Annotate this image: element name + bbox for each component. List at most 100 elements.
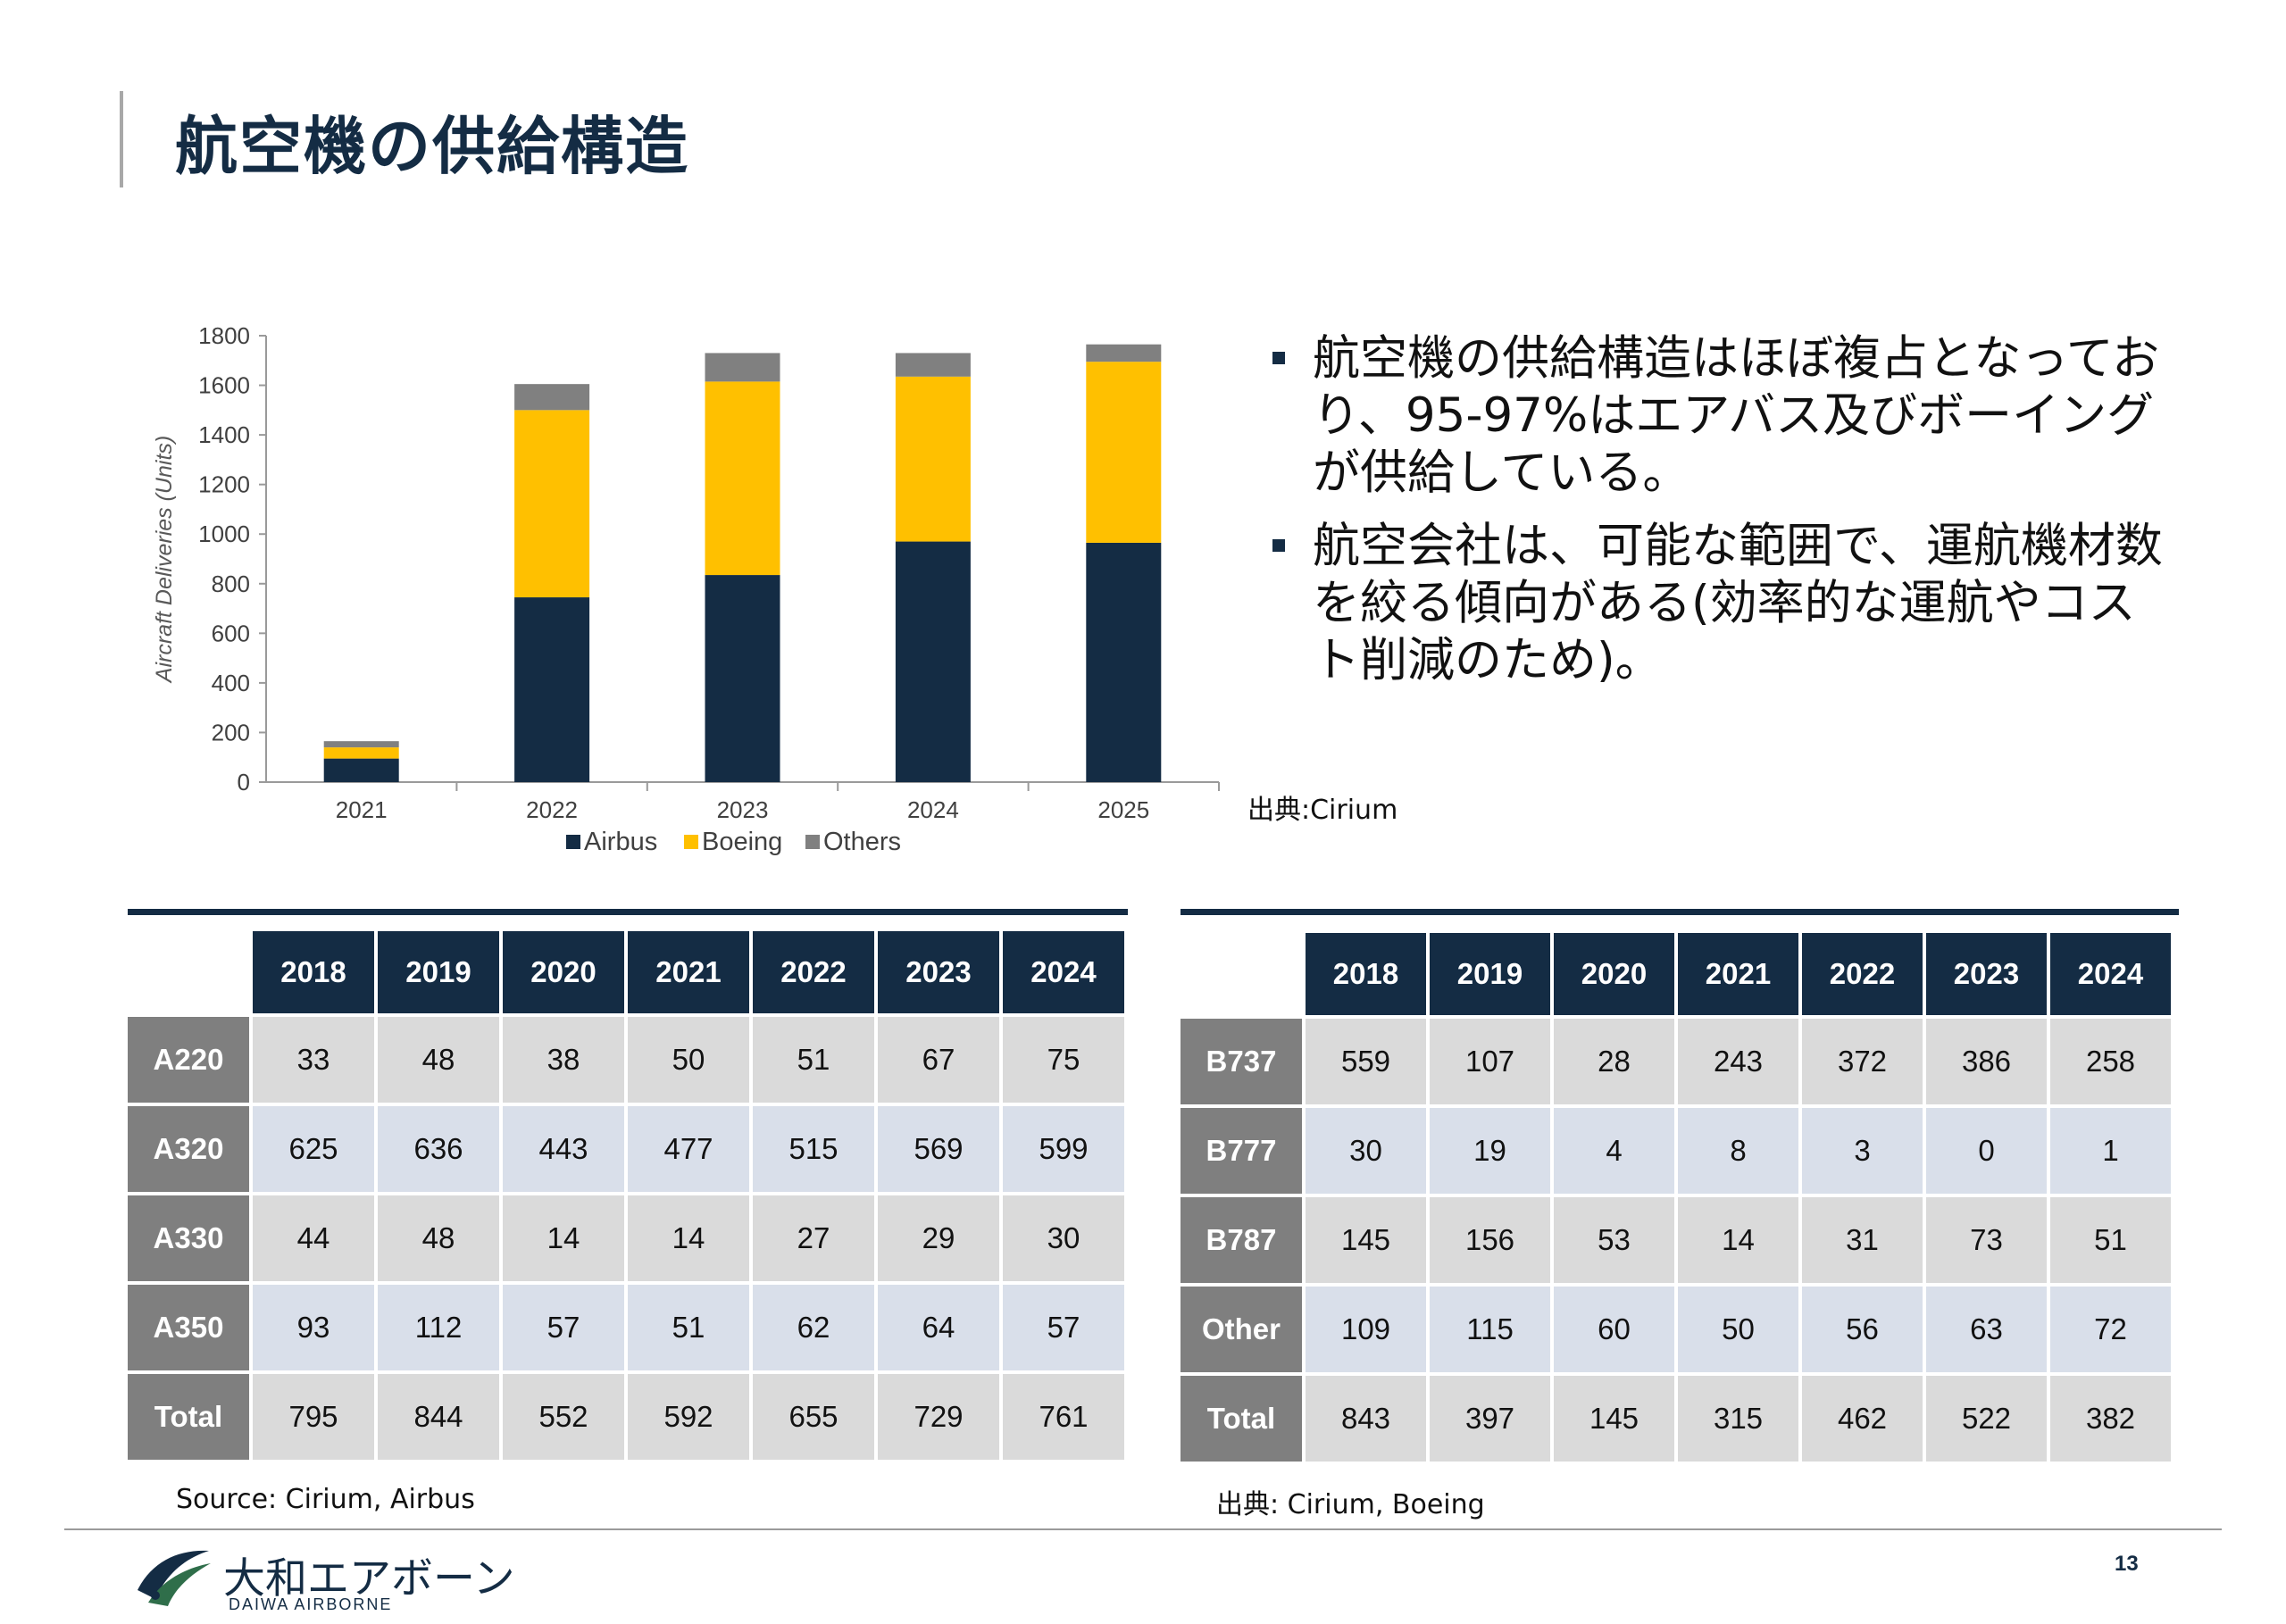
table-cell: 382 bbox=[2050, 1376, 2171, 1462]
table-corner bbox=[1181, 933, 1302, 1015]
table-cell: 73 bbox=[1926, 1197, 2047, 1283]
bar-others-2024 bbox=[895, 353, 971, 377]
bullet-item: 航空会社は、可能な範囲で、運航機材数を絞る傾向がある(効率的な運航やコスト削減の… bbox=[1272, 518, 2165, 689]
bar-others-2025 bbox=[1086, 344, 1162, 362]
row-label: A220 bbox=[128, 1017, 249, 1103]
bullet-text: 航空機の供給構造はほぼ複占となっており、95-97%はエアバス及びボーイングが供… bbox=[1313, 331, 2160, 500]
table-cell: 3 bbox=[1802, 1108, 1923, 1194]
bar-boeing-2021 bbox=[323, 747, 399, 759]
table-cell: 109 bbox=[1306, 1287, 1426, 1372]
table-cell: 515 bbox=[753, 1106, 874, 1192]
y-tick-label: 1400 bbox=[198, 421, 250, 448]
table-cell: 599 bbox=[1003, 1106, 1124, 1192]
row-label: A320 bbox=[128, 1106, 249, 1192]
bullet-list: 航空機の供給構造はほぼ複占となっており、95-97%はエアバス及びボーイングが供… bbox=[1272, 330, 2165, 705]
table-cell: 636 bbox=[378, 1106, 499, 1192]
y-tick-label: 1600 bbox=[198, 372, 250, 399]
airbus-table-rule bbox=[128, 909, 1128, 915]
table-cell: 243 bbox=[1678, 1019, 1798, 1104]
table-cell: 30 bbox=[1003, 1195, 1124, 1281]
y-tick-label: 0 bbox=[238, 769, 250, 795]
table-cell: 112 bbox=[378, 1285, 499, 1370]
table-cell: 30 bbox=[1306, 1108, 1426, 1194]
row-label: Total bbox=[128, 1374, 249, 1460]
table-cell: 14 bbox=[1678, 1197, 1798, 1283]
y-tick-label: 800 bbox=[212, 570, 250, 597]
y-tick-label: 200 bbox=[212, 719, 250, 745]
table-cell: 761 bbox=[1003, 1374, 1124, 1460]
bar-airbus-2024 bbox=[895, 541, 971, 782]
bar-boeing-2024 bbox=[895, 376, 971, 542]
company-logo: 大和エアボーン DAIWA AIRBORNE bbox=[132, 1540, 515, 1616]
year-header: 2021 bbox=[1678, 933, 1798, 1015]
table-row: B777 30 19 4 8 3 0 1 bbox=[1181, 1108, 2171, 1194]
row-label: B787 bbox=[1181, 1197, 1302, 1283]
table-cell: 75 bbox=[1003, 1017, 1124, 1103]
table-cell: 552 bbox=[503, 1374, 624, 1460]
header-row: 2018 2019 2020 2021 2022 2023 2024 bbox=[1181, 933, 2171, 1015]
year-header: 2018 bbox=[253, 931, 374, 1013]
table-cell: 14 bbox=[628, 1195, 749, 1281]
y-tick-label: 600 bbox=[212, 620, 250, 646]
table-cell: 1 bbox=[2050, 1108, 2171, 1194]
table-cell: 93 bbox=[253, 1285, 374, 1370]
table-cell: 386 bbox=[1926, 1019, 2047, 1104]
table-cell: 592 bbox=[628, 1374, 749, 1460]
table-corner bbox=[128, 931, 249, 1013]
table-cell: 145 bbox=[1306, 1197, 1426, 1283]
table-cell: 315 bbox=[1678, 1376, 1798, 1462]
table-cell: 145 bbox=[1554, 1376, 1674, 1462]
row-label: A330 bbox=[128, 1195, 249, 1281]
table-cell: 559 bbox=[1306, 1019, 1426, 1104]
table-cell: 156 bbox=[1430, 1197, 1550, 1283]
bar-boeing-2025 bbox=[1086, 362, 1162, 543]
bar-boeing-2023 bbox=[705, 381, 780, 576]
table-cell: 38 bbox=[503, 1017, 624, 1103]
chart-source: 出典:Cirium bbox=[1247, 795, 1398, 826]
table-cell: 115 bbox=[1430, 1287, 1550, 1372]
table-cell: 843 bbox=[1306, 1376, 1426, 1462]
bar-boeing-2022 bbox=[514, 410, 590, 598]
year-header: 2023 bbox=[878, 931, 999, 1013]
bar-airbus-2025 bbox=[1086, 542, 1162, 782]
bar-others-2023 bbox=[705, 353, 780, 382]
table-cell: 462 bbox=[1802, 1376, 1923, 1462]
y-tick-label: 1000 bbox=[198, 521, 250, 547]
table-cell: 0 bbox=[1926, 1108, 2047, 1194]
y-tick-label: 1200 bbox=[198, 471, 250, 498]
page-title: 航空機の供給構造 bbox=[175, 110, 689, 183]
x-tick-label: 2025 bbox=[1097, 796, 1149, 823]
airbus-deliveries-table: 2018 2019 2020 2021 2022 2023 2024 A220 33 48 38 5… bbox=[124, 928, 1128, 1463]
table-cell: 48 bbox=[378, 1017, 499, 1103]
table-cell: 63 bbox=[1926, 1287, 2047, 1372]
airbus-table-source: Source: Cirium, Airbus bbox=[176, 1484, 475, 1515]
logo-subtitle: DAIWA AIRBORNE bbox=[229, 1595, 393, 1613]
table-cell: 72 bbox=[2050, 1287, 2171, 1372]
table-cell: 844 bbox=[378, 1374, 499, 1460]
year-header: 2019 bbox=[1430, 933, 1550, 1015]
bar-airbus-2021 bbox=[323, 758, 399, 782]
bullet-square-icon bbox=[1272, 539, 1285, 552]
table-cell: 57 bbox=[503, 1285, 624, 1370]
bar-others-2022 bbox=[514, 384, 590, 411]
legend-label-airbus: Airbus bbox=[584, 828, 657, 856]
title-accent-bar bbox=[120, 91, 123, 187]
table-row: B787 145 156 53 14 31 73 51 bbox=[1181, 1197, 2171, 1283]
table-cell: 27 bbox=[753, 1195, 874, 1281]
table-cell: 53 bbox=[1554, 1197, 1674, 1283]
table-cell: 51 bbox=[2050, 1197, 2171, 1283]
table-cell: 372 bbox=[1802, 1019, 1923, 1104]
year-header: 2019 bbox=[378, 931, 499, 1013]
legend-label-boeing: Boeing bbox=[702, 828, 782, 856]
airplane-swoosh-icon bbox=[138, 1550, 211, 1606]
boeing-deliveries-table: 2018 2019 2020 2021 2022 2023 2024 B737 559 107 2… bbox=[1177, 929, 2174, 1465]
table-cell: 44 bbox=[253, 1195, 374, 1281]
header-row: 2018 2019 2020 2021 2022 2023 2024 bbox=[128, 931, 1124, 1013]
table-cell: 397 bbox=[1430, 1376, 1550, 1462]
boeing-table-rule bbox=[1181, 909, 2179, 915]
legend-swatch-others bbox=[805, 835, 820, 849]
legend-label-others: Others bbox=[823, 828, 901, 856]
year-header: 2020 bbox=[1554, 933, 1674, 1015]
logo-name: 大和エアボーン bbox=[223, 1554, 515, 1603]
row-label: Other bbox=[1181, 1287, 1302, 1372]
